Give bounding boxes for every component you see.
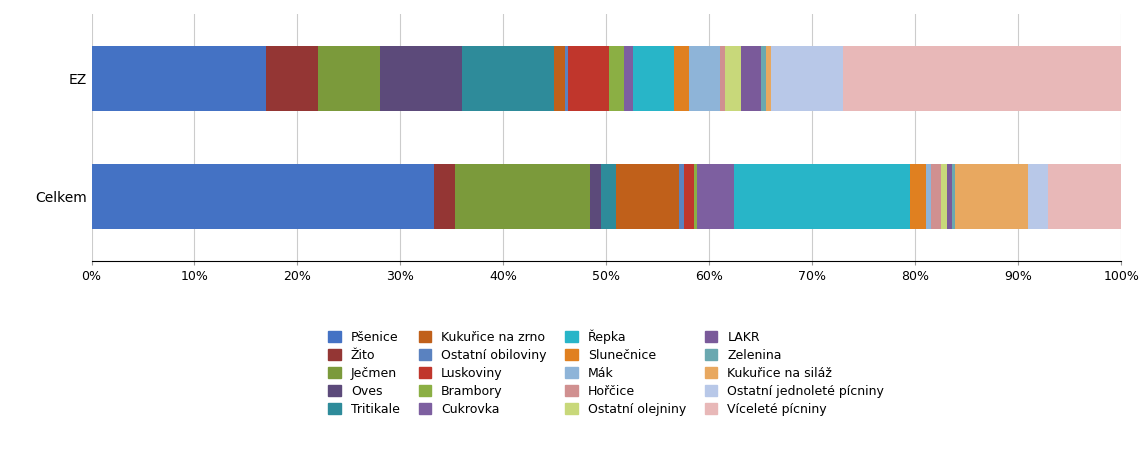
Bar xyxy=(771,46,843,111)
Bar xyxy=(555,46,565,111)
Bar xyxy=(761,46,766,111)
Bar xyxy=(617,164,678,229)
Bar xyxy=(740,46,761,111)
Bar xyxy=(1027,164,1048,229)
Bar xyxy=(92,46,267,111)
Bar xyxy=(725,46,740,111)
Bar xyxy=(567,46,609,111)
Bar xyxy=(931,164,942,229)
Bar xyxy=(633,46,674,111)
Bar xyxy=(952,164,955,229)
Bar xyxy=(609,46,625,111)
Bar xyxy=(946,164,952,229)
Bar xyxy=(766,46,771,111)
Bar xyxy=(455,164,590,229)
Bar xyxy=(590,164,601,229)
Bar xyxy=(942,164,946,229)
Bar xyxy=(697,164,733,229)
Bar xyxy=(720,46,725,111)
Bar xyxy=(625,46,633,111)
Bar xyxy=(733,164,911,229)
Bar xyxy=(601,164,617,229)
Bar xyxy=(925,164,931,229)
Bar xyxy=(435,164,455,229)
Bar xyxy=(911,164,925,229)
Bar xyxy=(674,46,689,111)
Bar xyxy=(684,164,694,229)
Bar xyxy=(380,46,462,111)
Bar xyxy=(462,46,555,111)
Bar xyxy=(689,46,720,111)
Bar xyxy=(678,164,684,229)
Bar xyxy=(565,46,567,111)
Bar xyxy=(92,164,435,229)
Bar xyxy=(267,46,318,111)
Bar xyxy=(694,164,697,229)
Bar xyxy=(955,164,1027,229)
Bar xyxy=(318,46,380,111)
Legend: Pšenice, Žito, Ječmen, Oves, Tritikale, Kukuřice na zrno, Ostatní obiloviny, Lus: Pšenice, Žito, Ječmen, Oves, Tritikale, … xyxy=(328,329,884,416)
Bar xyxy=(1048,164,1121,229)
Bar xyxy=(843,46,1121,111)
